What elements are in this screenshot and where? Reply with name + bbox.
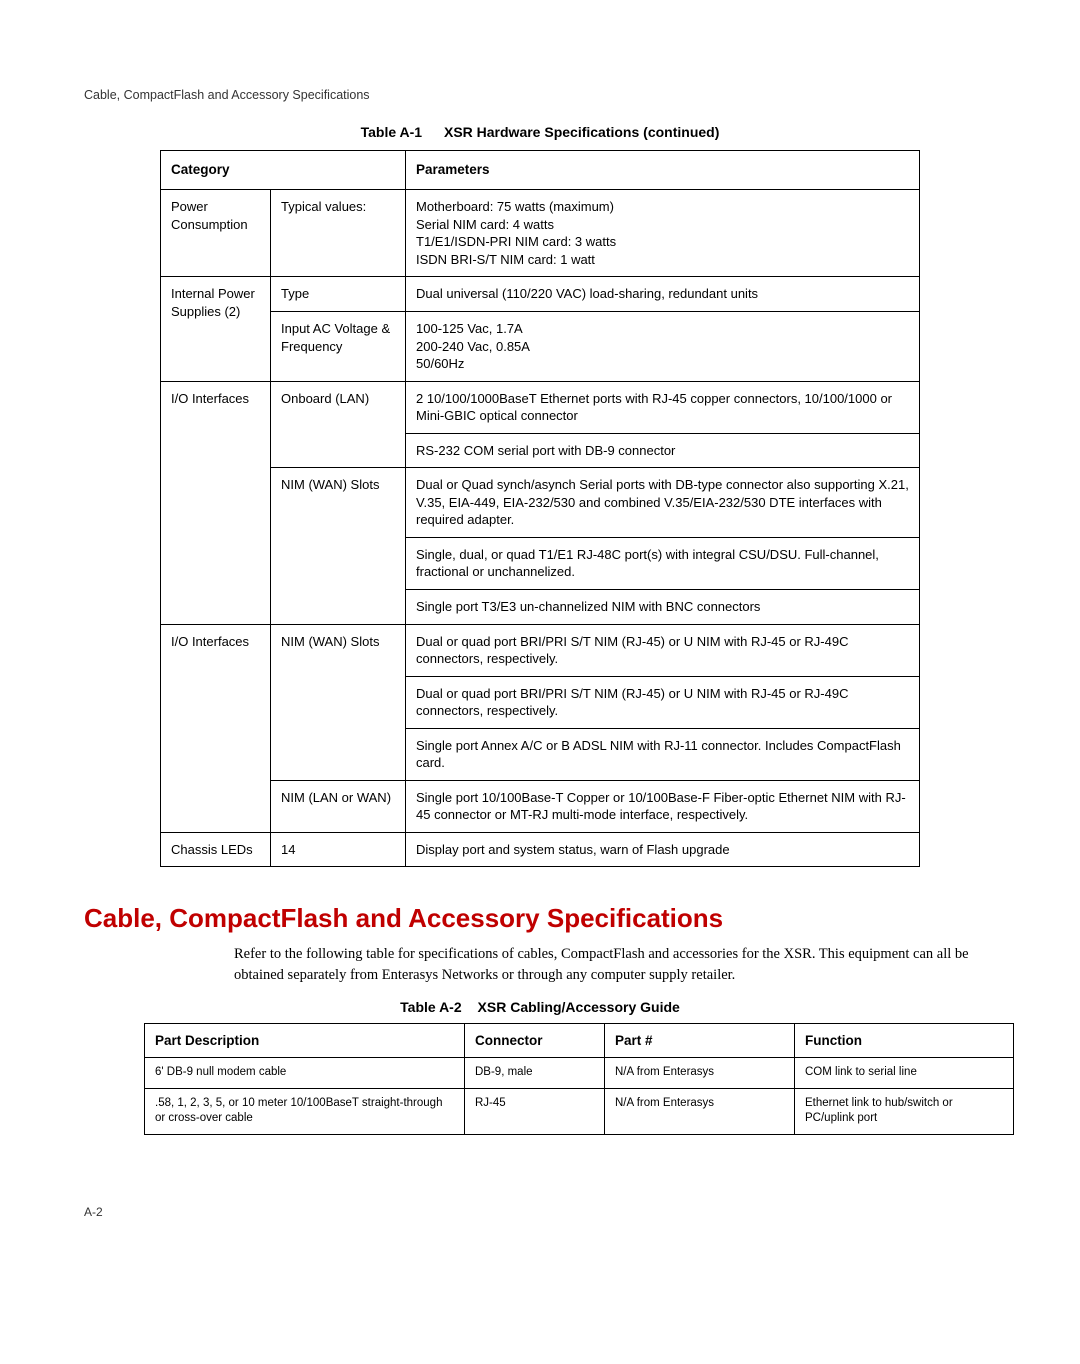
section-heading: Cable, CompactFlash and Accessory Specif…	[84, 903, 996, 934]
cell-io2-params2: Single port 10/100Base-T Copper or 10/10…	[406, 780, 920, 832]
th-connector: Connector	[465, 1024, 605, 1058]
cell-io1-params1: 2 10/100/1000BaseT Ethernet ports with R…	[406, 381, 920, 433]
th-category: Category	[161, 151, 406, 190]
table-a2-caption: Table A-2 XSR Cabling/Accessory Guide	[84, 999, 996, 1015]
cell-r2-part: .58, 1, 2, 3, 5, or 10 meter 10/100BaseT…	[145, 1088, 465, 1134]
table-a2: Part Description Connector Part # Functi…	[144, 1023, 1014, 1135]
table-a2-label: Table A-2	[400, 999, 461, 1015]
cell-io2-params1c: Single port Annex A/C or B ADSL NIM with…	[406, 728, 920, 780]
cell-io1-params1b: RS-232 COM serial port with DB-9 connect…	[406, 433, 920, 468]
cell-ips-params2: 100-125 Vac, 1.7A 200-240 Vac, 0.85A 50/…	[406, 311, 920, 381]
cell-power-cat: Power Consumption	[161, 190, 271, 277]
table-row: 6' DB-9 null modem cable DB-9, male N/A …	[145, 1058, 1014, 1089]
cell-r1-func: COM link to serial line	[795, 1058, 1014, 1089]
cell-ips-sub1: Type	[271, 277, 406, 312]
cell-io2-cat: I/O Interfaces	[161, 624, 271, 832]
cell-ips-cat: Internal Power Supplies (2)	[161, 277, 271, 381]
cell-io1-params2b: Single, dual, or quad T1/E1 RJ-48C port(…	[406, 537, 920, 589]
cell-io2-sub1: NIM (WAN) Slots	[271, 624, 406, 780]
cell-r2-partno: N/A from Enterasys	[605, 1088, 795, 1134]
section-body: Refer to the following table for specifi…	[234, 944, 996, 985]
cell-io1-params2c: Single port T3/E3 un-channelized NIM wit…	[406, 589, 920, 624]
cell-io1-params2a: Dual or Quad synch/asynch Serial ports w…	[406, 468, 920, 538]
running-head: Cable, CompactFlash and Accessory Specif…	[84, 88, 996, 102]
cell-io2-sub2: NIM (LAN or WAN)	[271, 780, 406, 832]
cell-leds-cat: Chassis LEDs	[161, 832, 271, 867]
table-a2-title: XSR Cabling/Accessory Guide	[478, 999, 680, 1015]
cell-io1-cat: I/O Interfaces	[161, 381, 271, 624]
cell-ips-params1: Dual universal (110/220 VAC) load-sharin…	[406, 277, 920, 312]
table-a1-label: Table A-1	[361, 124, 422, 140]
cell-ips-sub2: Input AC Voltage & Frequency	[271, 311, 406, 381]
cell-r1-conn: DB-9, male	[465, 1058, 605, 1089]
cell-r2-func: Ethernet link to hub/switch or PC/uplink…	[795, 1088, 1014, 1134]
cell-leds-params: Display port and system status, warn of …	[406, 832, 920, 867]
table-a1-title: XSR Hardware Specifications (continued)	[444, 124, 719, 140]
cell-power-params: Motherboard: 75 watts (maximum) Serial N…	[406, 190, 920, 277]
table-a1: Category Parameters Power Consumption Ty…	[160, 150, 920, 867]
table-a1-caption: Table A-1 XSR Hardware Specifications (c…	[84, 124, 996, 140]
cell-r1-partno: N/A from Enterasys	[605, 1058, 795, 1089]
th-part-desc: Part Description	[145, 1024, 465, 1058]
cell-io2-params1a: Dual or quad port BRI/PRI S/T NIM (RJ-45…	[406, 624, 920, 676]
cell-leds-sub: 14	[271, 832, 406, 867]
page-number: A-2	[84, 1205, 996, 1219]
th-partno: Part #	[605, 1024, 795, 1058]
cell-io1-sub1: Onboard (LAN)	[271, 381, 406, 468]
cell-r2-conn: RJ-45	[465, 1088, 605, 1134]
table-row: .58, 1, 2, 3, 5, or 10 meter 10/100BaseT…	[145, 1088, 1014, 1134]
th-function: Function	[795, 1024, 1014, 1058]
cell-io2-params1b: Dual or quad port BRI/PRI S/T NIM (RJ-45…	[406, 676, 920, 728]
cell-r1-part: 6' DB-9 null modem cable	[145, 1058, 465, 1089]
cell-io1-sub2: NIM (WAN) Slots	[271, 468, 406, 624]
th-parameters: Parameters	[406, 151, 920, 190]
cell-power-sub: Typical values:	[271, 190, 406, 277]
